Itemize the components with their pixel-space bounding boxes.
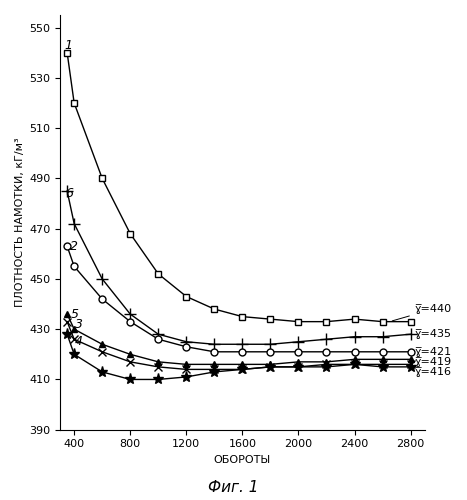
X-axis label: ОБОРОТЫ: ОБОРОТЫ [214, 455, 271, 465]
Text: 2: 2 [71, 240, 78, 252]
Text: ɣ̅=440: ɣ̅=440 [392, 304, 452, 321]
Text: ɣ̅=421: ɣ̅=421 [415, 347, 452, 357]
Text: 3: 3 [75, 318, 83, 330]
Text: Фиг. 1: Фиг. 1 [208, 480, 259, 495]
Text: 4: 4 [75, 336, 83, 348]
Text: 1: 1 [65, 38, 73, 52]
Text: ɣ̅=435: ɣ̅=435 [415, 329, 452, 339]
Text: 5: 5 [71, 308, 78, 320]
Text: 6: 6 [65, 187, 73, 200]
Text: ɣ̅=416: ɣ̅=416 [415, 367, 452, 377]
Y-axis label: ПЛОТНОСТЬ НАМОТКИ, кГ/м³: ПЛОТНОСТЬ НАМОТКИ, кГ/м³ [15, 138, 25, 307]
Text: ɣ̅=419: ɣ̅=419 [415, 357, 452, 367]
